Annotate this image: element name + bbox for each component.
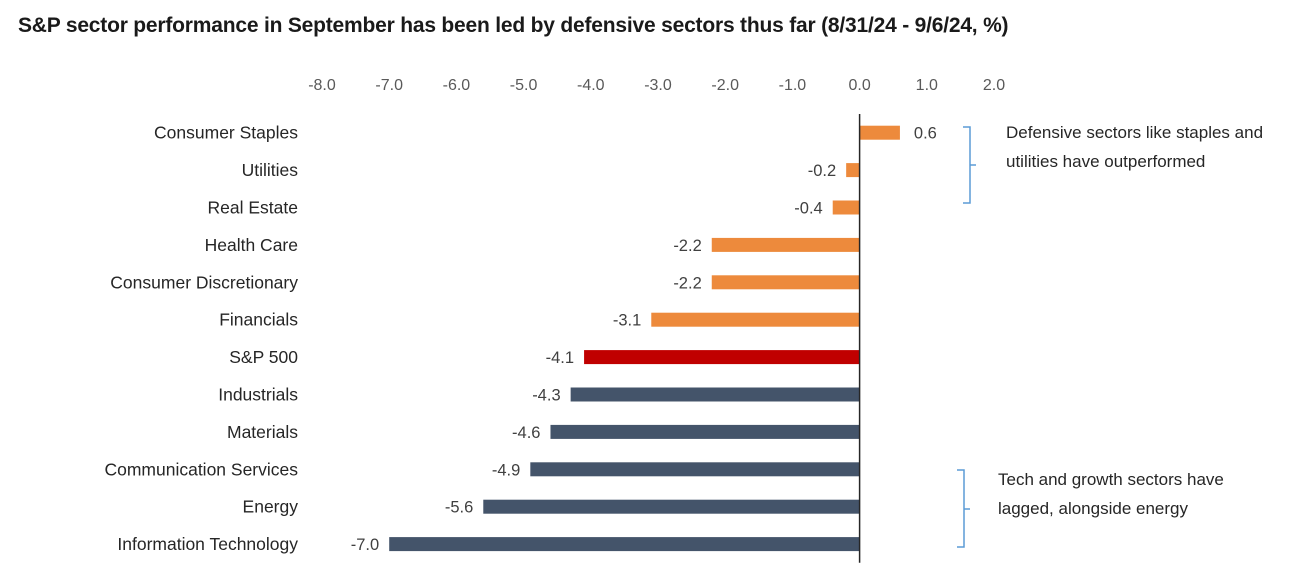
data-label: 0.6 xyxy=(914,125,937,143)
bar xyxy=(711,237,860,252)
data-label: -3.1 xyxy=(613,312,641,330)
x-tick-label: -6.0 xyxy=(443,77,471,94)
data-label: -4.1 xyxy=(546,349,574,367)
x-tick-label: 0.0 xyxy=(848,77,870,94)
bar xyxy=(570,387,860,402)
x-tick-label: -2.0 xyxy=(711,77,739,94)
data-label: -2.2 xyxy=(673,237,701,255)
bar xyxy=(832,200,860,215)
bar xyxy=(389,537,860,552)
x-tick-label: 2.0 xyxy=(983,77,1005,94)
x-tick-label: -4.0 xyxy=(577,77,605,94)
category-label: Information Technology xyxy=(117,534,298,554)
bracket-lagging xyxy=(957,469,970,548)
x-tick-label: 1.0 xyxy=(916,77,938,94)
category-label: Utilities xyxy=(242,160,299,180)
bar xyxy=(584,350,860,365)
category-label: Consumer Staples xyxy=(154,123,298,143)
category-label: Energy xyxy=(243,497,299,517)
x-tick-label: -8.0 xyxy=(308,77,336,94)
category-label: Financials xyxy=(219,310,298,330)
category-label: Real Estate xyxy=(208,198,298,218)
bar xyxy=(859,125,900,140)
data-label: -7.0 xyxy=(351,536,379,554)
bar xyxy=(550,424,860,439)
data-label: -2.2 xyxy=(673,274,701,292)
bar xyxy=(711,275,860,290)
annotation-defensive: Defensive sectors like staples and utili… xyxy=(1006,123,1264,171)
data-label: -0.2 xyxy=(808,162,836,180)
bars xyxy=(389,125,900,552)
bar xyxy=(530,462,860,477)
data-label: -4.9 xyxy=(492,461,520,479)
chart-title: S&P sector performance in September has … xyxy=(18,14,1009,37)
x-tick-label: -7.0 xyxy=(375,77,403,94)
bar xyxy=(651,312,860,327)
bar xyxy=(846,163,860,178)
data-label: -0.4 xyxy=(794,200,822,218)
bracket-defensive xyxy=(963,126,976,204)
category-labels: Consumer Staples Utilities Real Estate Heal… xyxy=(104,123,298,554)
x-tick-label: -3.0 xyxy=(644,77,672,94)
category-label: Health Care xyxy=(205,235,298,255)
category-label: Industrials xyxy=(218,385,298,405)
category-label: Consumer Discretionary xyxy=(110,272,298,292)
category-label: S&P 500 xyxy=(229,347,298,367)
data-label: -4.3 xyxy=(532,387,560,405)
category-label: Communication Services xyxy=(104,459,298,479)
bar xyxy=(483,499,860,514)
x-axis-ticks: -8.0 -7.0 -6.0 -5.0 -4.0 -3.0 -2.0 -1.0 0.0 1.0 2.… xyxy=(308,77,1005,94)
data-label: -5.6 xyxy=(445,499,473,517)
annotation-lagging: Tech and growth sectors have lagged, alo… xyxy=(998,470,1224,518)
data-labels: 0.6 -0.2 -0.4 -2.2 -2.2 -3.1 -4.1 -4.3 -4.6 -4.9 -… xyxy=(351,125,937,554)
category-label: Materials xyxy=(227,422,298,442)
x-tick-label: -1.0 xyxy=(779,77,807,94)
data-label: -4.6 xyxy=(512,424,540,442)
x-tick-label: -5.0 xyxy=(510,77,538,94)
